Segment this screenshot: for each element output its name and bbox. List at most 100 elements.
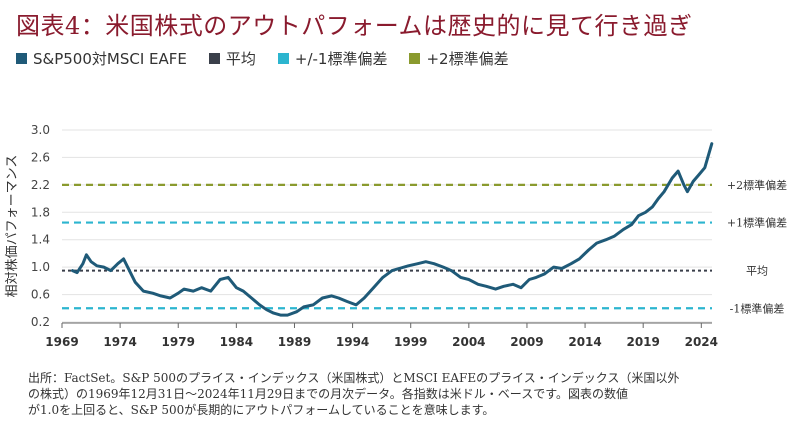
data-point bbox=[242, 290, 245, 292]
y-tick-label: 0.2 bbox=[31, 315, 50, 329]
x-tick-label: 2009 bbox=[510, 335, 543, 349]
data-point bbox=[363, 297, 366, 299]
data-point bbox=[303, 306, 305, 308]
axes: 3.0 2.6 2.2 1.8 1.4 1.0 0.6 0.2 1969 1974 1979 1984… bbox=[31, 123, 718, 349]
y-axis-title: 相対株価パフォーマンス bbox=[5, 155, 20, 298]
data-point bbox=[485, 285, 488, 288]
data-point bbox=[512, 283, 514, 286]
data-point bbox=[160, 295, 162, 297]
data-point bbox=[416, 262, 419, 265]
data-point bbox=[622, 228, 625, 231]
data-point bbox=[651, 206, 654, 208]
data-point bbox=[528, 278, 531, 281]
data-point bbox=[595, 242, 598, 244]
data-point bbox=[704, 166, 706, 169]
data-point bbox=[279, 314, 282, 316]
data-point bbox=[96, 265, 98, 267]
data-point bbox=[337, 297, 340, 299]
data-point bbox=[128, 269, 131, 272]
data-point bbox=[433, 262, 435, 265]
reference-label-minus-one-sd: -1標準偏差 bbox=[730, 301, 785, 315]
data-point bbox=[250, 297, 253, 299]
data-point bbox=[459, 276, 462, 279]
data-point bbox=[442, 266, 445, 268]
data-point bbox=[692, 180, 694, 183]
legend-swatch-one-sd bbox=[277, 52, 289, 64]
reference-label-plus-two-sd: +2標準偏差 bbox=[727, 178, 787, 192]
data-point bbox=[630, 223, 633, 226]
data-point bbox=[169, 297, 171, 299]
x-tick-label: 1979 bbox=[162, 335, 195, 349]
data-point bbox=[183, 288, 185, 290]
gridlines bbox=[62, 129, 712, 323]
data-point bbox=[398, 267, 400, 270]
data-point bbox=[110, 269, 112, 272]
legend-label-average: 平均 bbox=[225, 49, 256, 68]
y-tick-label: 2.2 bbox=[31, 178, 50, 192]
data-point bbox=[134, 281, 136, 283]
data-point bbox=[520, 286, 522, 289]
legend-swatch-relative-performance bbox=[16, 52, 27, 64]
data-point bbox=[265, 308, 268, 311]
data-point bbox=[711, 142, 713, 145]
data-point bbox=[200, 286, 203, 289]
data-point bbox=[450, 269, 453, 272]
data-point bbox=[151, 292, 154, 294]
data-point bbox=[219, 278, 221, 281]
data-point bbox=[227, 276, 229, 279]
legend-swatch-average bbox=[208, 52, 220, 64]
y-tick-label: 3.0 bbox=[31, 123, 50, 137]
legend-item-one-sd: +/-1標準偏差 bbox=[277, 48, 388, 69]
data-point bbox=[372, 286, 375, 289]
x-tick-label: 1984 bbox=[220, 335, 253, 349]
data-point bbox=[657, 197, 660, 200]
data-point bbox=[494, 288, 497, 290]
data-point bbox=[272, 312, 275, 314]
legend-label-one-sd: +/-1標準偏差 bbox=[294, 49, 388, 68]
data-point bbox=[552, 266, 555, 268]
data-point bbox=[605, 238, 607, 241]
data-point bbox=[671, 177, 673, 179]
footnote-line-3: が1.0を上回ると、S&P 500が長期的にアウトパフォームしていることを意味し… bbox=[28, 403, 495, 417]
data-point bbox=[663, 190, 665, 193]
x-tick-label: 1999 bbox=[394, 335, 427, 349]
x-tick-label: 2019 bbox=[626, 335, 659, 349]
data-point bbox=[346, 300, 348, 303]
data-point bbox=[587, 249, 590, 251]
legend-label-two-sd: +2標準偏差 bbox=[426, 49, 509, 68]
data-point bbox=[258, 304, 261, 306]
data-point bbox=[235, 286, 238, 289]
legend-item-relative-performance: S&P500対MSCI EAFE bbox=[16, 48, 187, 69]
data-point bbox=[85, 254, 88, 256]
data-point bbox=[90, 260, 92, 263]
legend: S&P500対MSCI EAFE 平均 +/-1標準偏差 +2標準偏差 bbox=[16, 47, 531, 69]
data-point bbox=[677, 170, 679, 172]
reference-label-average: 平均 bbox=[746, 265, 768, 278]
data-point bbox=[686, 190, 689, 193]
chart-title: 図表4：米国株式のアウトパフォームは歴史的に見て行き過ぎ bbox=[16, 12, 693, 40]
x-tick-label: 2004 bbox=[452, 335, 485, 349]
data-point bbox=[425, 260, 427, 263]
reference-label-plus-one-sd: +1標準偏差 bbox=[727, 216, 787, 230]
data-point bbox=[312, 304, 314, 306]
data-point bbox=[286, 314, 289, 316]
x-tick-label: 1969 bbox=[45, 335, 78, 349]
data-point bbox=[683, 184, 685, 186]
x-tick-label: 1994 bbox=[336, 335, 369, 349]
data-point bbox=[71, 269, 74, 272]
x-tick-label: 1989 bbox=[278, 335, 311, 349]
legend-item-average: 平均 bbox=[208, 48, 256, 69]
legend-swatch-two-sd bbox=[409, 52, 421, 64]
y-tick-label: 2.6 bbox=[31, 150, 50, 164]
series-layer bbox=[71, 142, 714, 317]
data-point bbox=[570, 262, 572, 265]
x-tick-label: 2024 bbox=[685, 335, 718, 349]
data-point bbox=[535, 276, 537, 279]
data-point bbox=[637, 214, 640, 217]
data-point bbox=[117, 262, 119, 265]
footnote-line-1: 出所：FactSet。S&P 500のプライス・インデックス（米国株式）とMSC… bbox=[28, 371, 680, 385]
data-point bbox=[613, 235, 615, 238]
data-point bbox=[561, 267, 563, 270]
data-point bbox=[103, 266, 105, 268]
